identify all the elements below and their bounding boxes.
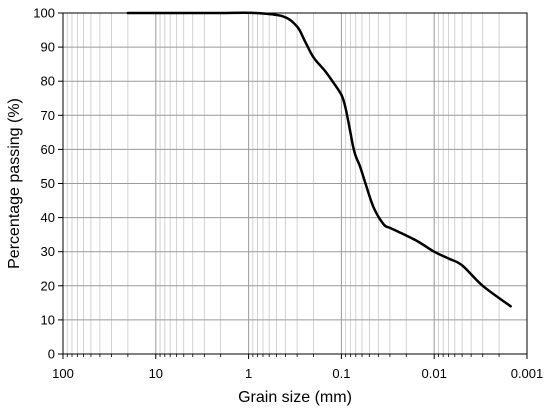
y-tick-label: 80 [41, 74, 55, 89]
y-tick-label: 60 [41, 142, 55, 157]
axis-ticks: 100 10 1 0.1 0.01 0.001 0 10 20 30 40 50 60 70 80 90 100 [33, 6, 543, 382]
grid [62, 12, 528, 355]
y-tick-label: 70 [41, 108, 55, 123]
y-tick-label: 0 [48, 347, 55, 362]
y-tick-label: 10 [41, 312, 55, 327]
series-layer [126, 11, 512, 308]
x-tick-label: 0.001 [511, 366, 544, 381]
y-tick-label: 40 [41, 210, 55, 225]
x-tick-label: 0.1 [332, 366, 350, 381]
x-tick-label: 1 [245, 366, 252, 381]
y-tick-label: 90 [41, 40, 55, 55]
x-tick-label: 100 [52, 366, 74, 381]
x-tick-label: 10 [149, 366, 163, 381]
y-tick-label: 50 [41, 176, 55, 191]
y-tick-label: 20 [41, 278, 55, 293]
grading-curve [126, 11, 512, 308]
y-axis-label: Percentage passing (%) [6, 98, 23, 269]
y-tick-label: 30 [41, 244, 55, 259]
x-axis-label: Grain size (mm) [238, 389, 352, 406]
y-tick-label: 100 [33, 6, 55, 21]
x-tick-label: 0.01 [422, 366, 447, 381]
